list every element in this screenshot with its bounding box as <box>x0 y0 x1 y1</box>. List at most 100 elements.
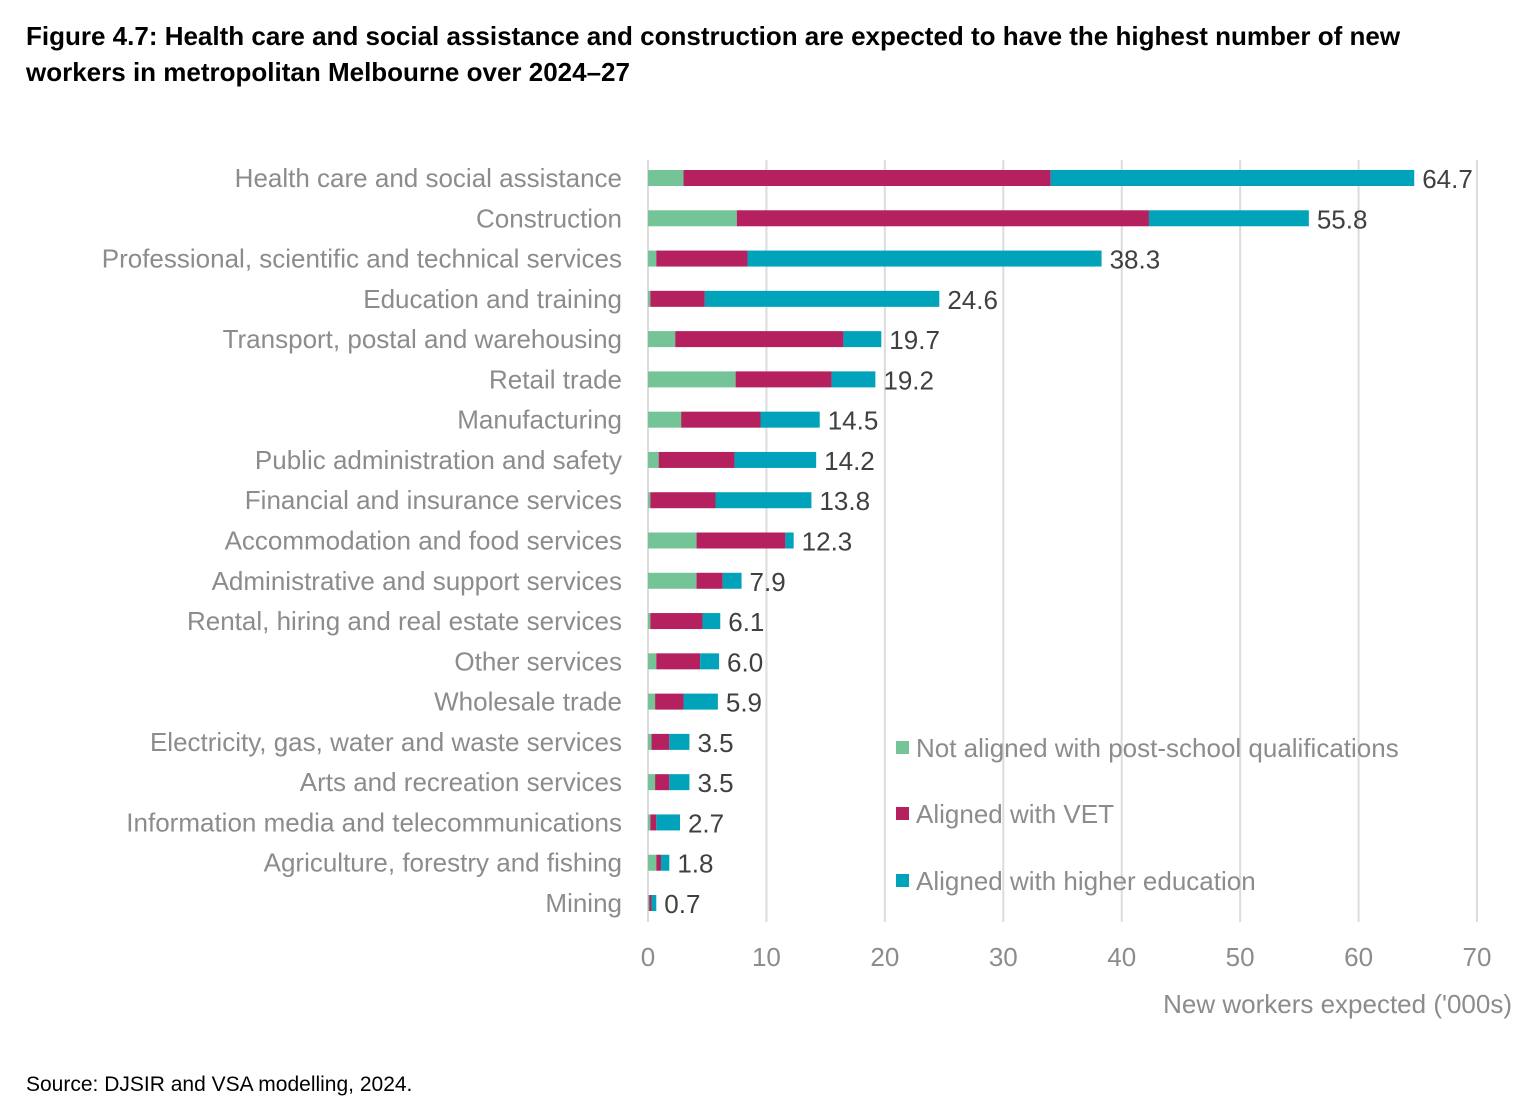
bar-segment <box>747 250 1102 267</box>
bar-segment <box>696 572 723 589</box>
category-label: Education and training <box>363 284 622 314</box>
bar-segment <box>785 532 794 549</box>
data-label: 12.3 <box>802 527 853 557</box>
bar-segment <box>651 895 657 911</box>
bar-segment <box>1050 170 1415 186</box>
bar-segment <box>655 693 684 710</box>
bar-segment <box>648 814 651 831</box>
data-label: 0.7 <box>664 889 700 919</box>
data-label: 7.9 <box>750 567 786 597</box>
bar-segment <box>658 451 735 468</box>
data-label: 2.7 <box>688 808 724 838</box>
bar-segment <box>831 371 876 388</box>
legend-swatch <box>896 741 909 754</box>
data-label: 14.5 <box>828 406 879 436</box>
bar-segment <box>648 532 697 549</box>
bar-segment <box>760 411 820 428</box>
category-label: Arts and recreation services <box>300 767 622 797</box>
bar-segment <box>661 854 670 871</box>
source-note: Source: DJSIR and VSA modelling, 2024. <box>26 1073 413 1096</box>
data-label: 38.3 <box>1110 245 1161 275</box>
bar-segment <box>650 492 716 509</box>
x-tick-label: 0 <box>641 942 655 972</box>
data-label: 3.5 <box>697 768 733 798</box>
bar-segment <box>648 250 657 267</box>
bar-segment <box>650 290 705 307</box>
bar-segment <box>648 371 736 388</box>
category-label: Mining <box>545 888 622 918</box>
x-tick-label: 60 <box>1344 942 1373 972</box>
category-label: Manufacturing <box>457 405 622 435</box>
category-label: Health care and social assistance <box>235 163 622 193</box>
category-label: Public administration and safety <box>255 445 622 475</box>
data-label: 19.2 <box>883 365 934 395</box>
category-label: Agriculture, forestry and fishing <box>264 848 622 878</box>
legend-label: Not aligned with post-school qualificati… <box>916 733 1399 763</box>
bar-segment <box>656 854 662 871</box>
category-label: Transport, postal and warehousing <box>223 324 622 354</box>
category-label: Accommodation and food services <box>225 526 622 556</box>
category-label: Rental, hiring and real estate services <box>187 606 622 636</box>
bar-segment <box>655 774 670 791</box>
legend-swatch <box>896 807 909 820</box>
x-tick-label: 20 <box>870 942 899 972</box>
legend-swatch <box>896 874 909 887</box>
bar-segment <box>715 492 812 509</box>
bar-segment <box>656 250 748 267</box>
bar-segment <box>700 653 720 670</box>
x-axis-title: New workers expected ('000s) <box>1163 989 1512 1019</box>
bar-segment <box>651 733 670 750</box>
bar-segment <box>735 371 832 388</box>
category-label: Administrative and support services <box>212 566 622 596</box>
bar-segment <box>650 814 657 831</box>
bar-segment <box>650 613 703 630</box>
bar-segment <box>656 653 701 670</box>
data-label: 19.7 <box>889 325 940 355</box>
bar-segment <box>722 572 742 589</box>
x-tick-label: 70 <box>1463 942 1492 972</box>
category-label: Construction <box>476 203 622 233</box>
bar-segment <box>675 331 844 348</box>
data-label: 5.9 <box>726 688 762 718</box>
data-label: 64.7 <box>1422 164 1473 194</box>
x-tick-label: 10 <box>752 942 781 972</box>
bar-segment <box>648 572 697 589</box>
bar-segment <box>669 733 690 750</box>
data-label: 1.8 <box>677 849 713 879</box>
x-tick-label: 30 <box>989 942 1018 972</box>
category-label: Other services <box>454 646 622 676</box>
bar-segment <box>648 170 684 186</box>
legend-label: Aligned with VET <box>916 799 1114 829</box>
category-label: Financial and insurance services <box>245 485 622 515</box>
bar-segment <box>696 532 786 549</box>
chart-title: Figure 4.7: Health care and social assis… <box>26 21 1401 87</box>
bar-segment <box>656 814 680 831</box>
category-label: Electricity, gas, water and waste servic… <box>150 727 622 757</box>
bar-segment <box>681 411 761 428</box>
data-label: 55.8 <box>1317 204 1368 234</box>
data-label: 6.0 <box>727 647 763 677</box>
bar-segment <box>648 210 737 227</box>
bar-segment <box>648 895 650 911</box>
bar-segment <box>702 613 721 630</box>
bar-segment <box>1148 210 1309 227</box>
bar-segment <box>736 210 1149 227</box>
bar-segment <box>734 451 817 468</box>
data-label: 24.6 <box>947 285 998 315</box>
data-label: 13.8 <box>819 486 870 516</box>
x-tick-label: 50 <box>1226 942 1255 972</box>
bar-segment <box>648 331 676 348</box>
bar-segment <box>648 492 651 509</box>
data-label: 3.5 <box>697 728 733 758</box>
bar-segment <box>648 774 656 791</box>
data-label: 14.2 <box>824 446 875 476</box>
bar-segment <box>648 653 657 670</box>
bar-segment <box>669 774 690 791</box>
category-label: Retail trade <box>489 364 622 394</box>
data-label: 6.1 <box>728 607 764 637</box>
bar-segment <box>648 693 656 710</box>
bar-segment <box>683 693 718 710</box>
category-label: Professional, scientific and technical s… <box>102 244 622 274</box>
category-label: Wholesale trade <box>434 687 622 717</box>
